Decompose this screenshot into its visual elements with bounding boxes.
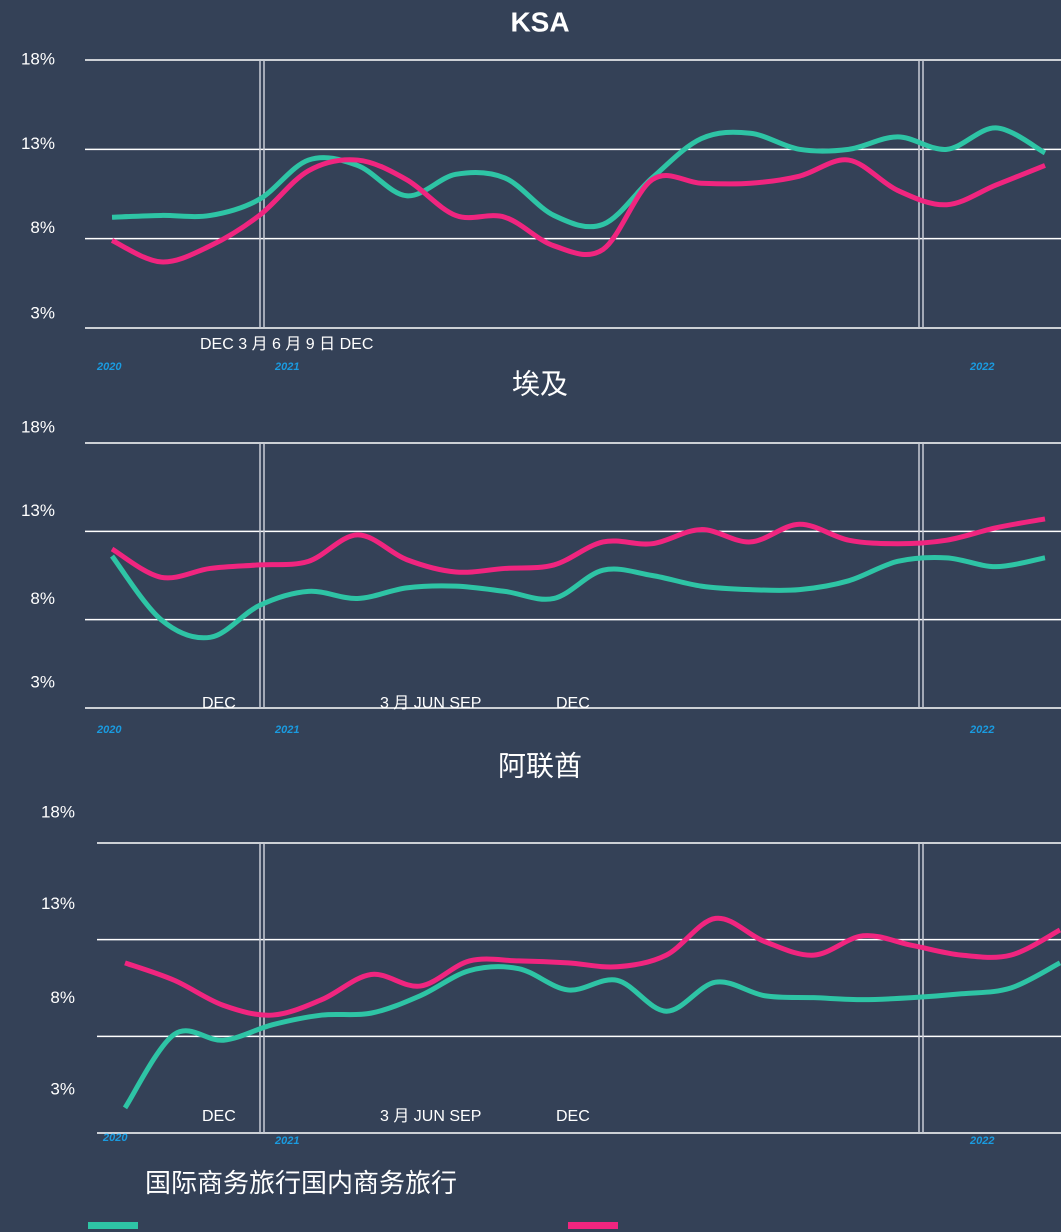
year-label: 2020 [102, 1132, 128, 1144]
year-label: 2022 [969, 724, 994, 736]
x-period-label: DEC [556, 1108, 590, 1125]
series-line [111, 125, 1047, 230]
series-line [122, 960, 1061, 1110]
year-label: 2020 [96, 361, 122, 373]
year-label: 2021 [274, 1135, 299, 1147]
y-tick-label: 13% [21, 134, 55, 153]
x-period-label: 3 月 JUN SEP [380, 1108, 481, 1125]
y-tick-label: 3% [50, 1079, 75, 1098]
chart-title: 埃及 [512, 368, 568, 401]
year-label: 2021 [274, 361, 299, 373]
x-period-label: DEC [556, 695, 590, 712]
y-tick-label: 8% [30, 589, 55, 608]
y-tick-label: 18% [21, 417, 55, 436]
y-tick-label: 18% [21, 49, 55, 68]
series-line [110, 516, 1046, 581]
y-tick-label: 3% [30, 303, 55, 322]
chart-panel: 埃及 18% 13% 8% 3% DEC 3 月 JUN SEP DEC 2020 2021 202… [21, 368, 1061, 736]
series-line [124, 915, 1061, 1018]
year-label: 2021 [274, 724, 299, 736]
y-tick-label: 8% [30, 218, 55, 237]
series-line [110, 157, 1046, 265]
chart-panel: 阿联酋 18% 13% 8% 3% DEC 3 月 JUN SEP DEC 2020 2021 20… [41, 750, 1061, 1147]
legend-swatch [568, 1222, 618, 1229]
legend-label: 国内商务旅行 [301, 1169, 457, 1199]
chart-panel: KSA 18% 13% 8% 3% DEC 3 月 6 月 9 日 DEC 2020 2021… [21, 6, 1061, 373]
year-label: 2022 [969, 1135, 994, 1147]
y-tick-label: 13% [41, 894, 75, 913]
y-tick-label: 18% [41, 802, 75, 821]
legend-label: 国际商务旅行 [145, 1169, 301, 1199]
x-period-label: DEC [202, 1108, 236, 1125]
chart-title: 阿联酋 [498, 750, 582, 783]
year-label: 2022 [969, 361, 994, 373]
x-period-label: 3 月 JUN SEP [380, 695, 481, 712]
legend: 国际商务旅行国内商务旅行 [145, 1169, 457, 1199]
chart-title: KSA [510, 6, 569, 37]
series-line [110, 554, 1046, 641]
legend-swatch [88, 1222, 138, 1229]
year-label: 2020 [96, 724, 122, 736]
x-period-label: DEC 3 月 6 月 9 日 DEC [200, 336, 373, 353]
x-period-label: DEC [202, 695, 236, 712]
y-tick-label: 13% [21, 501, 55, 520]
y-tick-label: 3% [30, 672, 55, 691]
y-tick-label: 8% [50, 988, 75, 1007]
